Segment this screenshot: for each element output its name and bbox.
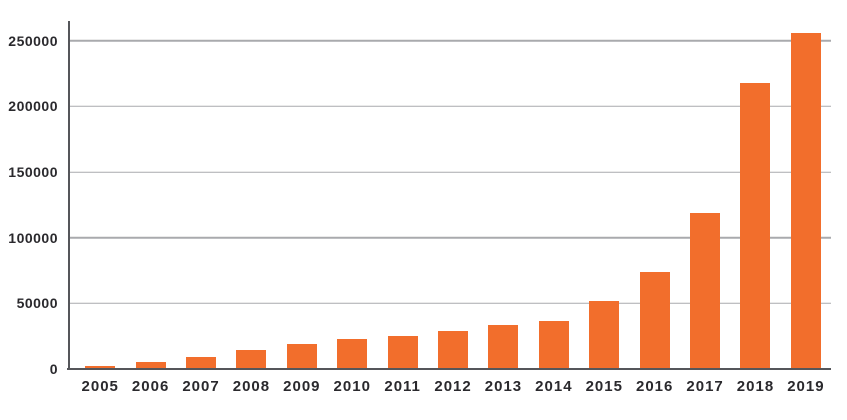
bar-slot-2009 bbox=[277, 21, 327, 369]
bar-slot-2012 bbox=[428, 21, 478, 369]
y-tick-label-200000: 200000 bbox=[8, 98, 58, 115]
x-tick-label-2011: 2011 bbox=[384, 378, 421, 395]
x-tick-label-2019: 2019 bbox=[787, 378, 825, 395]
x-axis-tick-labels: 2005 2006 2007 2008 2009 2010 2011 2012 2013 2014… bbox=[75, 378, 831, 395]
bar-slot-2014 bbox=[529, 21, 579, 369]
bar-slot-2010 bbox=[327, 21, 377, 369]
y-axis-line bbox=[67, 21, 70, 369]
bar-2011 bbox=[387, 336, 418, 369]
x-tick-label-2010: 2010 bbox=[333, 378, 371, 395]
gridline-50000 bbox=[69, 302, 831, 305]
bar-2014 bbox=[538, 321, 569, 369]
bar-2012 bbox=[438, 330, 469, 369]
x-tick-label-2005: 2005 bbox=[81, 378, 119, 395]
bar-2006 bbox=[135, 361, 166, 369]
bar-2008 bbox=[236, 349, 267, 369]
x-tick-label-2007: 2007 bbox=[182, 378, 220, 395]
bar-slot-2005 bbox=[75, 21, 125, 369]
bar-2019 bbox=[790, 33, 821, 369]
bar-2010 bbox=[337, 339, 368, 369]
plot-area bbox=[67, 21, 831, 370]
bar-slot-2019 bbox=[781, 21, 831, 369]
gridline-200000 bbox=[69, 105, 831, 108]
bar-2015 bbox=[589, 301, 620, 369]
y-axis-tick-labels: 0 50000 100000 150000 200000 250000 bbox=[0, 21, 58, 377]
bar-2017 bbox=[690, 212, 721, 369]
x-tick-label-2008: 2008 bbox=[232, 378, 271, 395]
bar-slot-2015 bbox=[579, 21, 629, 369]
x-tick-label-2015: 2015 bbox=[585, 378, 623, 395]
x-tick-label-2013: 2013 bbox=[484, 378, 523, 395]
bar-series bbox=[75, 21, 831, 369]
gridline-150000 bbox=[69, 171, 831, 173]
x-tick-label-2014: 2014 bbox=[535, 378, 573, 395]
bar-2013 bbox=[488, 325, 519, 369]
bar-2018 bbox=[740, 82, 771, 369]
x-tick-label-2009: 2009 bbox=[283, 378, 321, 395]
y-tick-label-0: 0 bbox=[49, 361, 58, 377]
bar-2009 bbox=[286, 344, 317, 369]
bar-slot-2006 bbox=[125, 21, 175, 369]
x-tick-label-2006: 2006 bbox=[131, 378, 170, 395]
x-tick-label-2012: 2012 bbox=[434, 378, 472, 395]
bar-slot-2007 bbox=[176, 21, 226, 369]
bar-slot-2008 bbox=[226, 21, 276, 369]
bar-slot-2016 bbox=[629, 21, 679, 369]
y-tick-label-250000: 250000 bbox=[8, 32, 58, 49]
bar-2016 bbox=[639, 271, 670, 369]
bar-slot-2017 bbox=[680, 21, 730, 369]
y-tick-label-50000: 50000 bbox=[16, 295, 58, 312]
bar-2005 bbox=[85, 366, 116, 369]
x-tick-label-2018: 2018 bbox=[736, 378, 775, 395]
y-tick-label-150000: 150000 bbox=[8, 164, 58, 181]
gridline-100000 bbox=[69, 236, 831, 239]
bar-2007 bbox=[186, 356, 217, 369]
bar-slot-2018 bbox=[730, 21, 780, 369]
x-axis-line bbox=[67, 368, 831, 370]
x-tick-label-2016: 2016 bbox=[635, 378, 674, 395]
y-tick-label-100000: 100000 bbox=[8, 229, 58, 246]
bar-slot-2013 bbox=[478, 21, 528, 369]
bar-slot-2011 bbox=[377, 21, 427, 369]
x-tick-label-2017: 2017 bbox=[686, 378, 724, 395]
gridline-250000 bbox=[69, 39, 831, 42]
